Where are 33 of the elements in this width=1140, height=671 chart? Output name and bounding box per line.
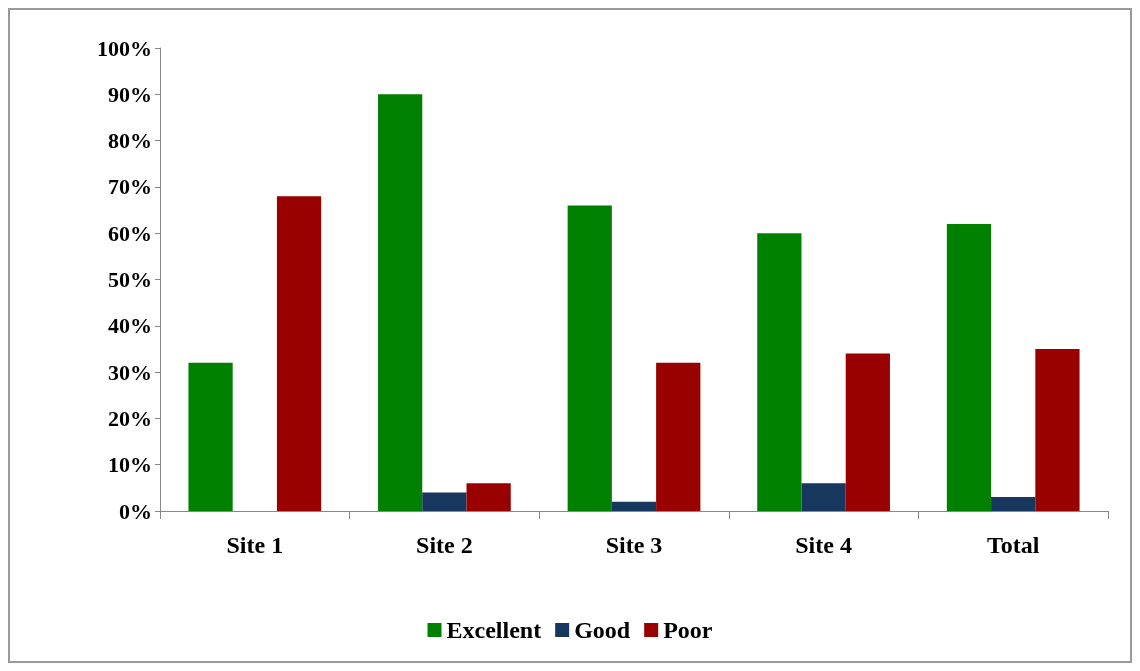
y-tick-label: 30% xyxy=(108,359,152,385)
bar xyxy=(1035,348,1080,511)
y-tick-label: 20% xyxy=(108,405,152,431)
bar xyxy=(845,353,890,511)
bar xyxy=(422,492,467,511)
y-tick-label: 100% xyxy=(97,35,152,61)
legend-label: Excellent xyxy=(446,617,542,643)
x-tick-label: Site 2 xyxy=(416,532,473,558)
y-tick-label: 90% xyxy=(108,81,152,107)
y-tick-label: 80% xyxy=(108,128,152,154)
bar xyxy=(656,362,701,511)
bar xyxy=(567,205,612,511)
x-tick-label: Site 1 xyxy=(226,532,284,558)
x-tick-label: Total xyxy=(986,532,1040,558)
legend-label: Poor xyxy=(663,617,713,643)
y-tick-label: 0% xyxy=(119,498,152,524)
y-tick-label: 60% xyxy=(108,220,152,246)
bar xyxy=(188,362,233,511)
x-tick-label: Site 4 xyxy=(795,532,852,558)
bar xyxy=(757,233,802,511)
bar xyxy=(276,196,322,511)
bar xyxy=(378,94,423,511)
bar xyxy=(801,483,846,511)
y-tick-label: 40% xyxy=(108,313,152,339)
y-tick-label: 50% xyxy=(108,267,152,292)
bar xyxy=(991,497,1036,511)
bar xyxy=(946,223,992,511)
y-tick-label: 70% xyxy=(108,174,152,200)
bar xyxy=(466,483,511,511)
y-tick-label: 10% xyxy=(108,452,152,478)
x-tick-label: Site 3 xyxy=(605,532,663,558)
bar xyxy=(611,501,657,511)
legend-label: Good xyxy=(574,617,631,643)
